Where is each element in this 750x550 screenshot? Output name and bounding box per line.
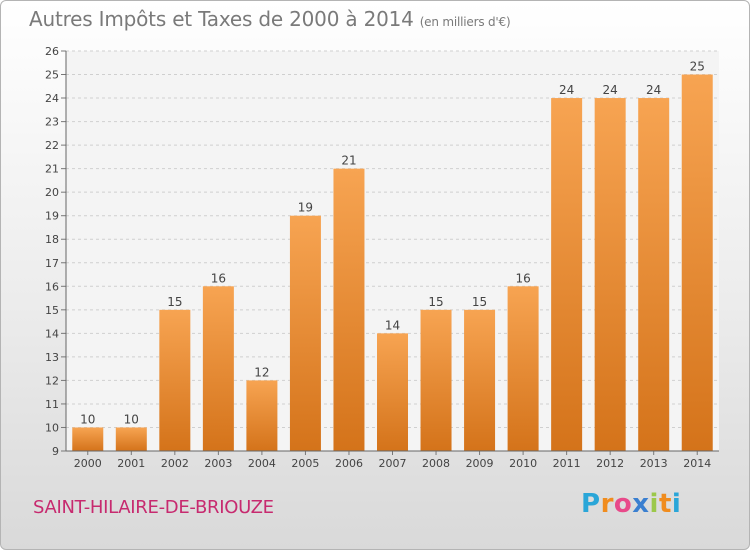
y-tick-label: 17	[45, 257, 59, 270]
chart-title-text: Autres Impôts et Taxes de 2000 à 2014	[29, 7, 414, 31]
data-label: 25	[690, 60, 705, 74]
bar	[464, 309, 496, 451]
location-label: SAINT-HILAIRE-DE-BRIOUZE	[33, 497, 274, 518]
logo-letter: o	[613, 489, 633, 519]
x-tick-label: 2008	[422, 457, 450, 470]
x-tick-label: 2012	[596, 457, 624, 470]
bar	[159, 309, 191, 451]
x-tick-label: 2003	[204, 457, 232, 470]
y-tick-label: 13	[45, 351, 59, 364]
x-tick-label: 2009	[466, 457, 494, 470]
data-label: 24	[603, 83, 618, 97]
y-tick-label: 24	[45, 92, 59, 105]
logo-letter: x	[632, 489, 650, 519]
y-tick-label: 22	[45, 139, 59, 152]
y-tick-label: 21	[45, 163, 59, 176]
chart-subtitle: (en milliers d'€)	[419, 15, 511, 29]
y-tick-label: 23	[45, 116, 59, 129]
y-tick-label: 18	[45, 233, 59, 246]
data-label: 19	[298, 201, 313, 215]
x-tick-label: 2000	[74, 457, 102, 470]
proxiti-logo: Proxiti	[581, 489, 681, 519]
x-tick-label: 2013	[640, 457, 668, 470]
logo-letter: i	[671, 489, 682, 519]
data-label: 10	[124, 412, 139, 426]
bar	[638, 98, 670, 451]
bar	[594, 98, 626, 451]
y-tick-label: 25	[45, 69, 59, 82]
x-tick-label: 2001	[117, 457, 145, 470]
bar	[202, 286, 234, 451]
chart-title: Autres Impôts et Taxes de 2000 à 2014 (en…	[29, 7, 511, 31]
data-label: 12	[254, 365, 269, 379]
x-tick-label: 2004	[248, 457, 276, 470]
x-tick-label: 2010	[509, 457, 537, 470]
data-label: 16	[515, 271, 530, 285]
x-tick-label: 2002	[161, 457, 189, 470]
logo-letter: t	[658, 489, 672, 519]
data-label: 24	[646, 83, 661, 97]
x-tick-label: 2014	[683, 457, 711, 470]
bar	[72, 427, 104, 451]
y-tick-label: 26	[45, 45, 59, 58]
bar	[246, 380, 278, 451]
bar	[420, 309, 452, 451]
logo-letter: r	[600, 489, 614, 519]
logo-letter: P	[581, 489, 601, 519]
y-tick-label: 16	[45, 280, 59, 293]
bar	[289, 215, 321, 451]
x-tick-label: 2005	[291, 457, 319, 470]
y-tick-label: 20	[45, 186, 59, 199]
y-tick-label: 12	[45, 374, 59, 387]
x-tick-label: 2011	[553, 457, 581, 470]
bar	[551, 98, 583, 451]
x-tick-label: 2007	[379, 457, 407, 470]
bar	[115, 427, 147, 451]
x-tick-label: 2006	[335, 457, 363, 470]
y-tick-label: 14	[45, 327, 59, 340]
y-tick-label: 15	[45, 304, 59, 317]
bar	[377, 333, 408, 451]
data-label: 16	[211, 271, 226, 285]
data-label: 15	[428, 295, 443, 309]
data-label: 14	[385, 318, 400, 332]
y-tick-label: 9	[52, 445, 59, 458]
data-label: 10	[80, 412, 95, 426]
bar	[507, 286, 539, 451]
y-tick-label: 11	[45, 398, 59, 411]
y-tick-label: 10	[45, 421, 59, 434]
data-label: 21	[341, 154, 356, 168]
data-label: 15	[472, 295, 487, 309]
bar	[333, 168, 365, 451]
data-label: 24	[559, 83, 574, 97]
logo-letter: i	[649, 489, 659, 519]
data-label: 15	[167, 295, 182, 309]
bar	[681, 74, 713, 451]
y-tick-label: 19	[45, 210, 59, 223]
